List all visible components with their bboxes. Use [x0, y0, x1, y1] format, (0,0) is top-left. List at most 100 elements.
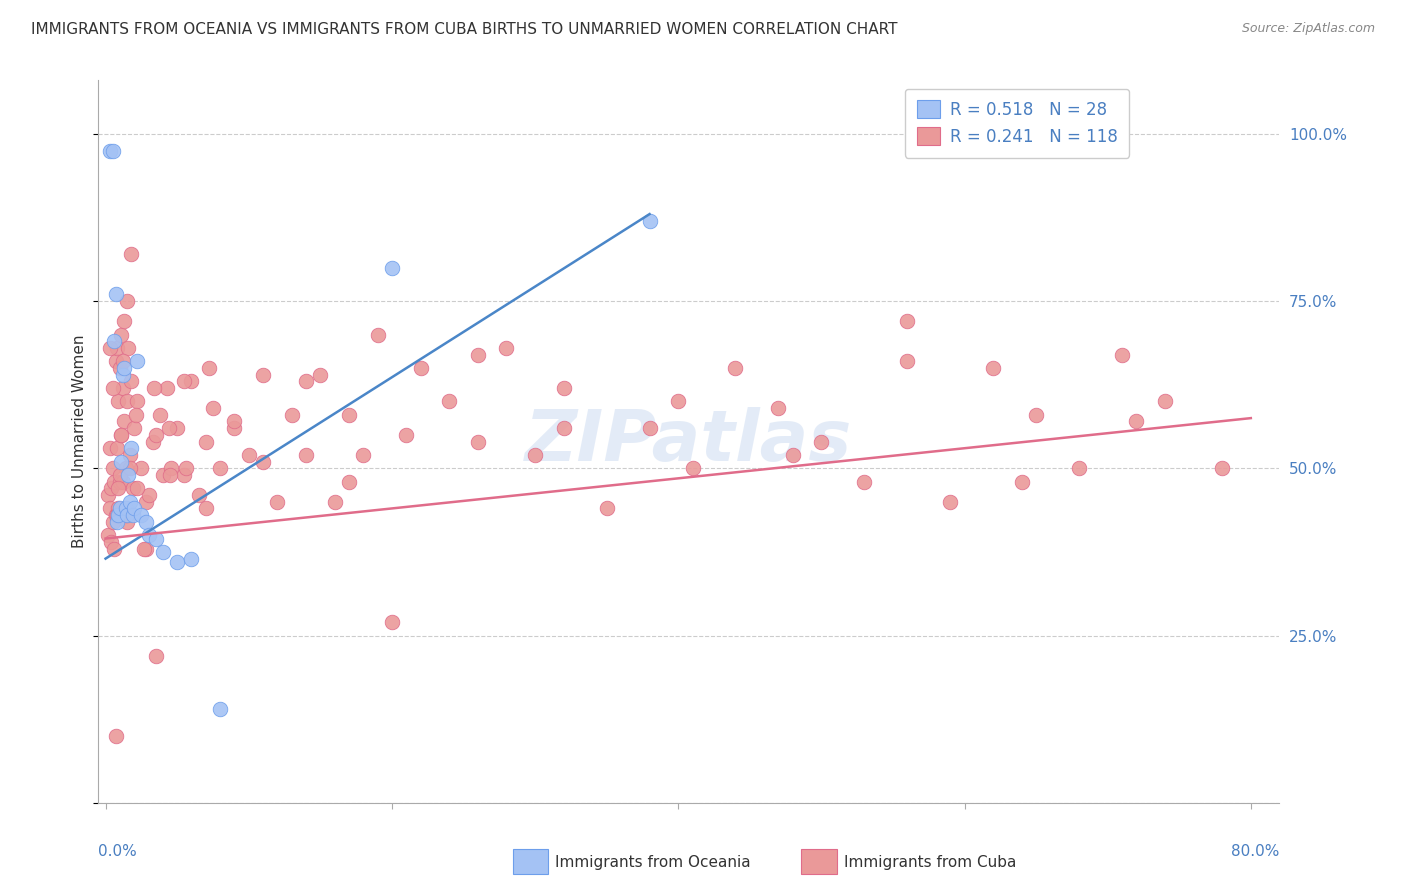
Point [252, 368, 274, 382]
Point [197, 361, 219, 376]
Point [121, 508, 143, 523]
Point [103, 334, 125, 349]
Point [143, 381, 166, 395]
Text: Source: ZipAtlas.com: Source: ZipAtlas.com [1241, 22, 1375, 36]
Point [1125, 414, 1147, 429]
Point [125, 354, 148, 368]
Point [98, 144, 121, 158]
Point [173, 467, 195, 482]
Point [352, 448, 374, 462]
Point [135, 541, 157, 556]
Point [174, 461, 197, 475]
Point [104, 354, 127, 368]
Y-axis label: Births to Unmarried Women: Births to Unmarried Women [72, 334, 87, 549]
Text: Immigrants from Cuba: Immigrants from Cuba [844, 855, 1017, 870]
Point [107, 394, 129, 409]
Point [145, 648, 167, 663]
Point [115, 515, 138, 529]
Point [194, 501, 217, 516]
Point [152, 467, 174, 482]
Point [187, 488, 209, 502]
Point [166, 421, 188, 435]
Point [122, 421, 145, 435]
Point [103, 475, 125, 489]
Point [115, 508, 138, 523]
Point [105, 508, 128, 523]
Text: Immigrants from Oceania: Immigrants from Oceania [555, 855, 751, 870]
Point [638, 214, 661, 228]
Point [110, 427, 132, 442]
Text: 0.0%: 0.0% [98, 845, 138, 860]
Point [853, 475, 876, 489]
Point [724, 361, 747, 376]
Point [810, 434, 832, 449]
Point [101, 144, 124, 158]
Point [120, 442, 142, 455]
Point [98, 501, 121, 516]
Point [110, 327, 132, 342]
Point [104, 729, 127, 743]
Point [112, 361, 135, 376]
Point [437, 394, 460, 409]
Point [1011, 475, 1033, 489]
Point [111, 381, 134, 395]
Point [111, 368, 134, 382]
Point [224, 414, 246, 429]
Point [101, 515, 124, 529]
Point [97, 488, 120, 502]
Point [252, 455, 274, 469]
Point [981, 361, 1004, 376]
Point [467, 348, 489, 362]
Point [111, 354, 134, 368]
Point [107, 508, 129, 523]
Point [110, 427, 132, 442]
Point [896, 354, 918, 368]
Point [145, 427, 167, 442]
Point [108, 475, 131, 489]
Point [1067, 461, 1090, 475]
Point [173, 375, 195, 389]
Point [395, 427, 418, 442]
Point [1211, 461, 1233, 475]
Point [152, 545, 174, 559]
Point [323, 494, 346, 508]
Point [295, 448, 318, 462]
Point [381, 615, 404, 630]
Point [367, 327, 389, 342]
Point [98, 442, 121, 455]
Point [337, 408, 360, 422]
Point [114, 461, 136, 475]
Point [115, 294, 138, 309]
Point [280, 408, 302, 422]
Point [337, 475, 360, 489]
Point [112, 414, 135, 429]
Point [595, 501, 617, 516]
Point [160, 461, 183, 475]
Point [121, 482, 143, 496]
Point [142, 434, 165, 449]
Point [768, 401, 790, 416]
Point [103, 541, 125, 556]
Point [131, 461, 153, 475]
Point [124, 408, 146, 422]
Point [524, 448, 547, 462]
Point [101, 461, 124, 475]
Point [553, 421, 575, 435]
Point [100, 482, 122, 496]
Point [117, 341, 139, 355]
Point [138, 528, 160, 542]
Point [125, 482, 148, 496]
Point [1025, 408, 1047, 422]
Point [120, 375, 142, 389]
Point [180, 375, 202, 389]
Point [107, 501, 129, 516]
Point [118, 494, 141, 508]
Point [782, 448, 804, 462]
Point [266, 494, 288, 508]
Point [1111, 348, 1133, 362]
Point [115, 394, 138, 409]
Point [682, 461, 704, 475]
Point [135, 494, 157, 508]
Point [108, 361, 131, 376]
Point [209, 702, 232, 716]
